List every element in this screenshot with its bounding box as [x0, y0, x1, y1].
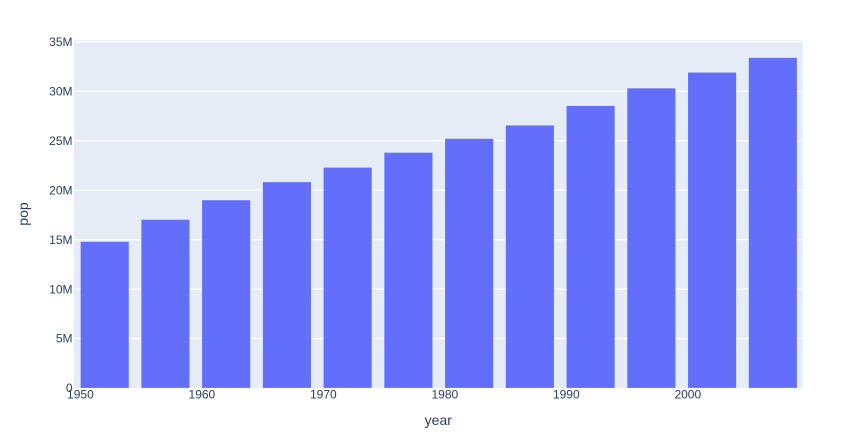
svg-text:30M: 30M	[49, 85, 72, 99]
svg-text:1970: 1970	[310, 388, 337, 402]
svg-text:pop: pop	[15, 202, 31, 226]
svg-text:2000: 2000	[674, 388, 701, 402]
svg-text:1960: 1960	[189, 388, 216, 402]
svg-text:5M: 5M	[56, 332, 73, 346]
svg-text:10M: 10M	[49, 282, 72, 296]
svg-text:25M: 25M	[49, 134, 72, 148]
svg-text:35M: 35M	[49, 35, 72, 49]
svg-text:20M: 20M	[49, 183, 72, 197]
svg-text:1990: 1990	[553, 388, 580, 402]
svg-text:year: year	[425, 412, 453, 428]
svg-text:1950: 1950	[67, 388, 94, 402]
svg-text:1980: 1980	[431, 388, 458, 402]
svg-text:0: 0	[66, 381, 73, 395]
svg-text:15M: 15M	[49, 233, 72, 247]
